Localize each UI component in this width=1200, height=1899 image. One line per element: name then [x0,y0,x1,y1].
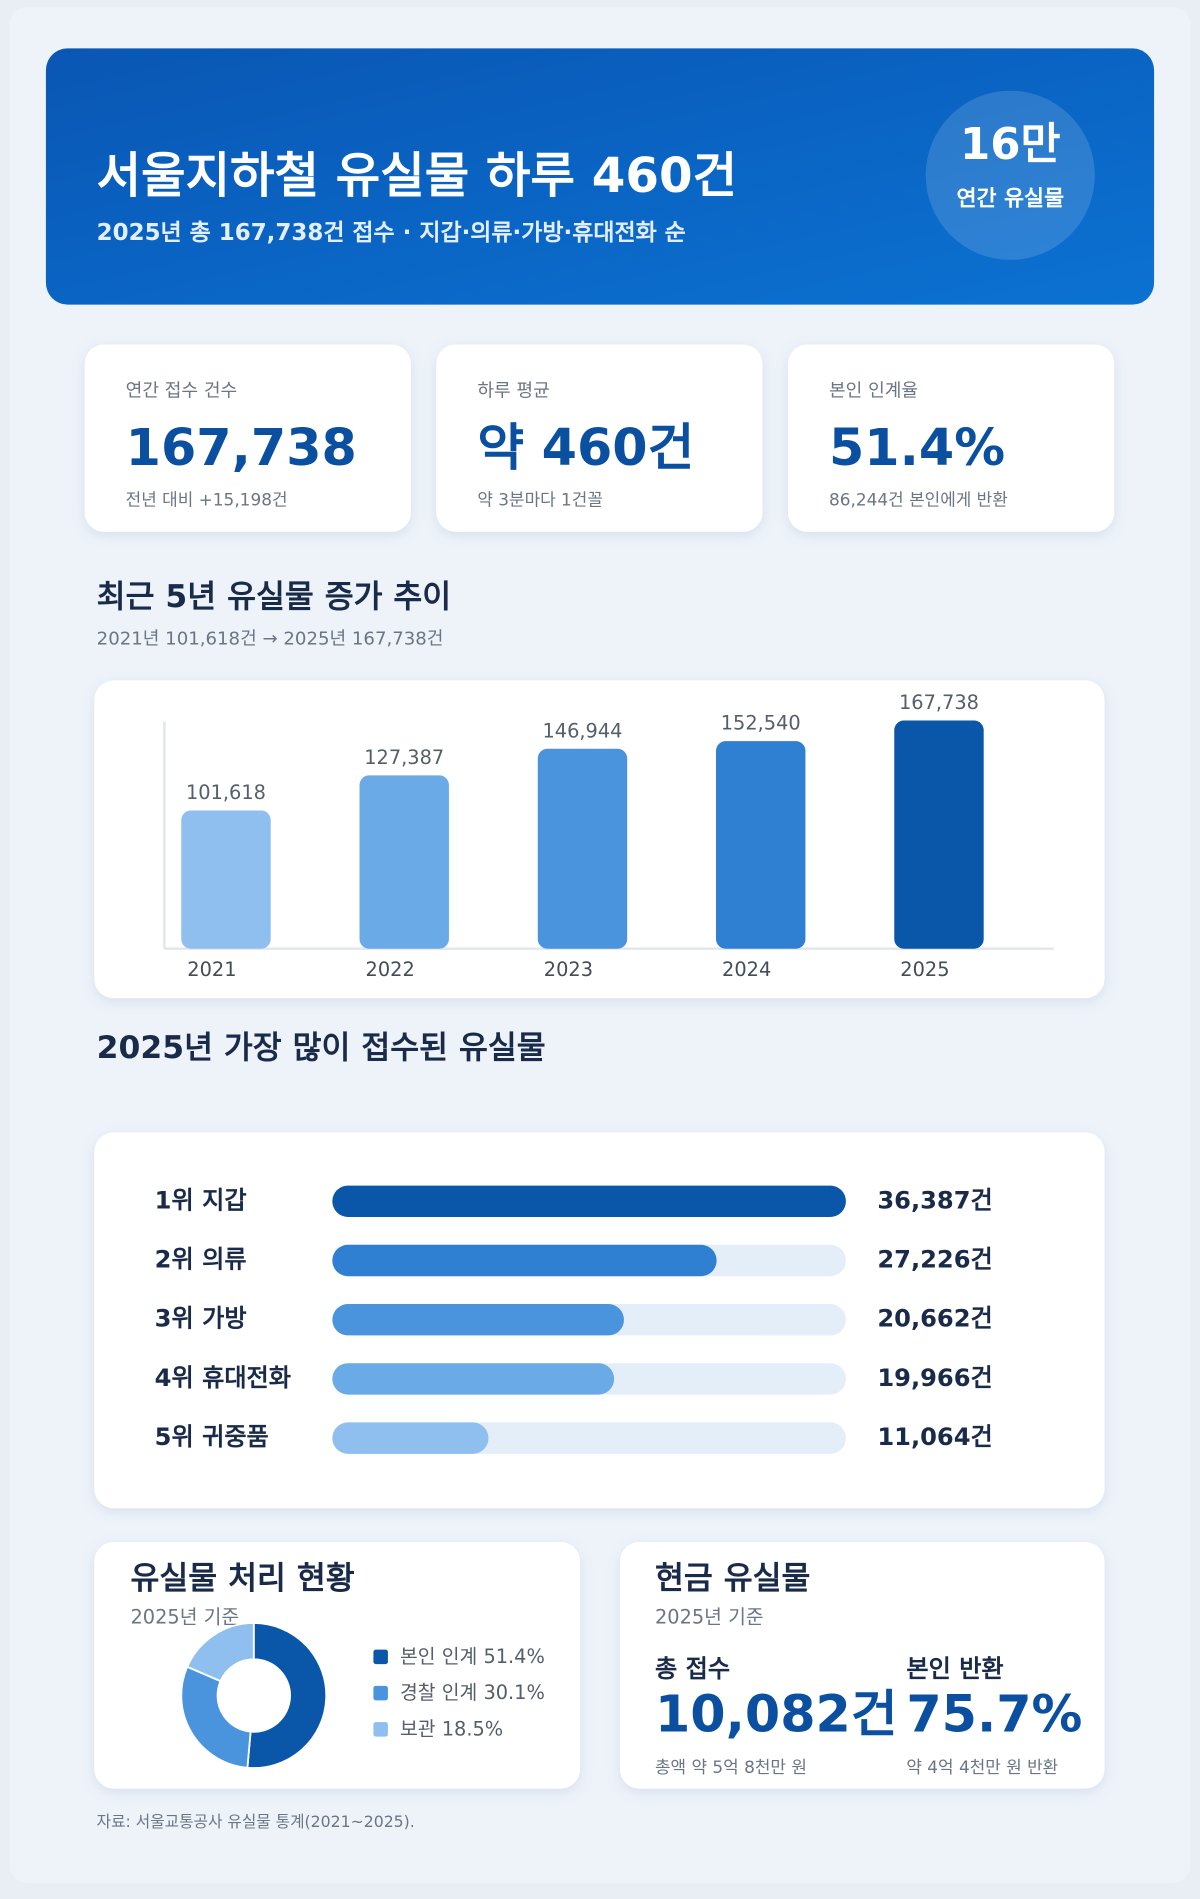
value-label: 27,226건 [877,1245,992,1273]
value-label: 101,618 [186,781,266,804]
legend-swatch [373,1649,388,1665]
x-tick-label: 2025 [900,958,949,981]
category-label: 1위 지갑 [155,1186,247,1214]
value-label: 167,738 [899,691,979,714]
pie-slice [180,1665,252,1769]
bar [332,1185,846,1217]
cash-value: 75.7% [906,1684,1082,1743]
cash-label: 총 접수 [655,1655,730,1683]
bar [894,720,984,949]
stat-value: 약 460건 [477,418,694,477]
legend-label: 보관 18.5% [400,1717,503,1740]
value-label: 146,944 [543,719,623,742]
card-title: 유실물 처리 현황 [131,1561,355,1597]
badge [925,90,1095,260]
stat-label: 본인 인계율 [829,381,918,402]
legend-name: 본인 인계 [400,1644,477,1667]
stat-value: 167,738 [126,418,357,477]
legend-name: 경찰 인계 [400,1681,477,1704]
bar [537,748,628,949]
pie-slice [246,1622,328,1769]
value-label: 20,662건 [877,1305,992,1333]
stat-note: 약 3분마다 1건꼴 [477,489,603,509]
pie-slice [186,1622,255,1683]
stat-card [436,344,763,532]
bar [332,1303,624,1336]
cash-note: 총액 약 5억 8천만 원 [655,1757,807,1777]
cash-note: 약 4억 4천만 원 반환 [906,1757,1058,1777]
stat-note: 전년 대비 +15,198건 [126,489,288,509]
legend-value: 30.1% [483,1681,544,1704]
category-label: 3위 가방 [155,1305,247,1333]
legend-label: 본인 인계 51.4% [400,1644,545,1667]
stat-label: 연간 접수 건수 [126,381,237,402]
category-label: 4위 휴대전화 [155,1364,291,1392]
value-label: 127,387 [364,746,444,769]
card [619,1542,1105,1789]
card-subtitle: 2025년 기준 [131,1606,240,1629]
bar [332,1363,615,1395]
bar [716,741,806,949]
bar [359,775,449,949]
bar [332,1244,717,1277]
legend-swatch [373,1685,388,1701]
legend-name: 보관 [400,1717,436,1740]
legend-value: 18.5% [442,1717,503,1740]
x-tick-label: 2021 [187,958,236,981]
value-label: 36,387건 [877,1186,992,1214]
bar [332,1422,489,1454]
stat-note: 86,244건 본인에게 반환 [829,489,1008,509]
header-subtitle: 2025년 총 167,738건 접수 · 지갑·의류·가방·휴대전화 순 [97,220,686,246]
x-tick-label: 2024 [722,958,771,981]
stat-value: 51.4% [829,418,1005,477]
legend-swatch [373,1722,388,1737]
card-title: 현금 유실물 [655,1561,810,1597]
bar [181,810,271,949]
stat-card [84,344,411,532]
legend-label: 경찰 인계 30.1% [400,1681,545,1704]
x-tick-label: 2022 [366,958,415,981]
cash-value: 10,082건 [655,1684,898,1743]
badge-value: 16만 [960,120,1061,170]
value-label: 11,064건 [877,1423,992,1451]
section-title: 2025년 가장 많이 접수된 유실물 [97,1030,546,1066]
category-label: 5위 귀중품 [155,1423,269,1451]
header [45,48,1155,305]
legend-value: 51.4% [483,1644,544,1667]
badge-label: 연간 유실물 [956,186,1064,211]
stat-card [787,344,1115,532]
cash-label: 본인 반환 [906,1655,1003,1683]
category-label: 2위 의류 [155,1245,247,1273]
value-label: 152,540 [721,712,801,735]
card-subtitle: 2025년 기준 [655,1606,764,1629]
value-label: 19,966건 [877,1364,992,1392]
x-tick-label: 2023 [544,958,593,981]
stat-label: 하루 평균 [477,381,549,402]
header-title: 서울지하철 유실물 하루 460건 [97,148,737,204]
section-subtitle: 2021년 101,618건 → 2025년 167,738건 [97,628,444,649]
section-title: 최근 5년 유실물 증가 추이 [97,579,452,615]
source: 자료: 서울교통공사 유실물 통계(2021~2025). [97,1812,415,1831]
